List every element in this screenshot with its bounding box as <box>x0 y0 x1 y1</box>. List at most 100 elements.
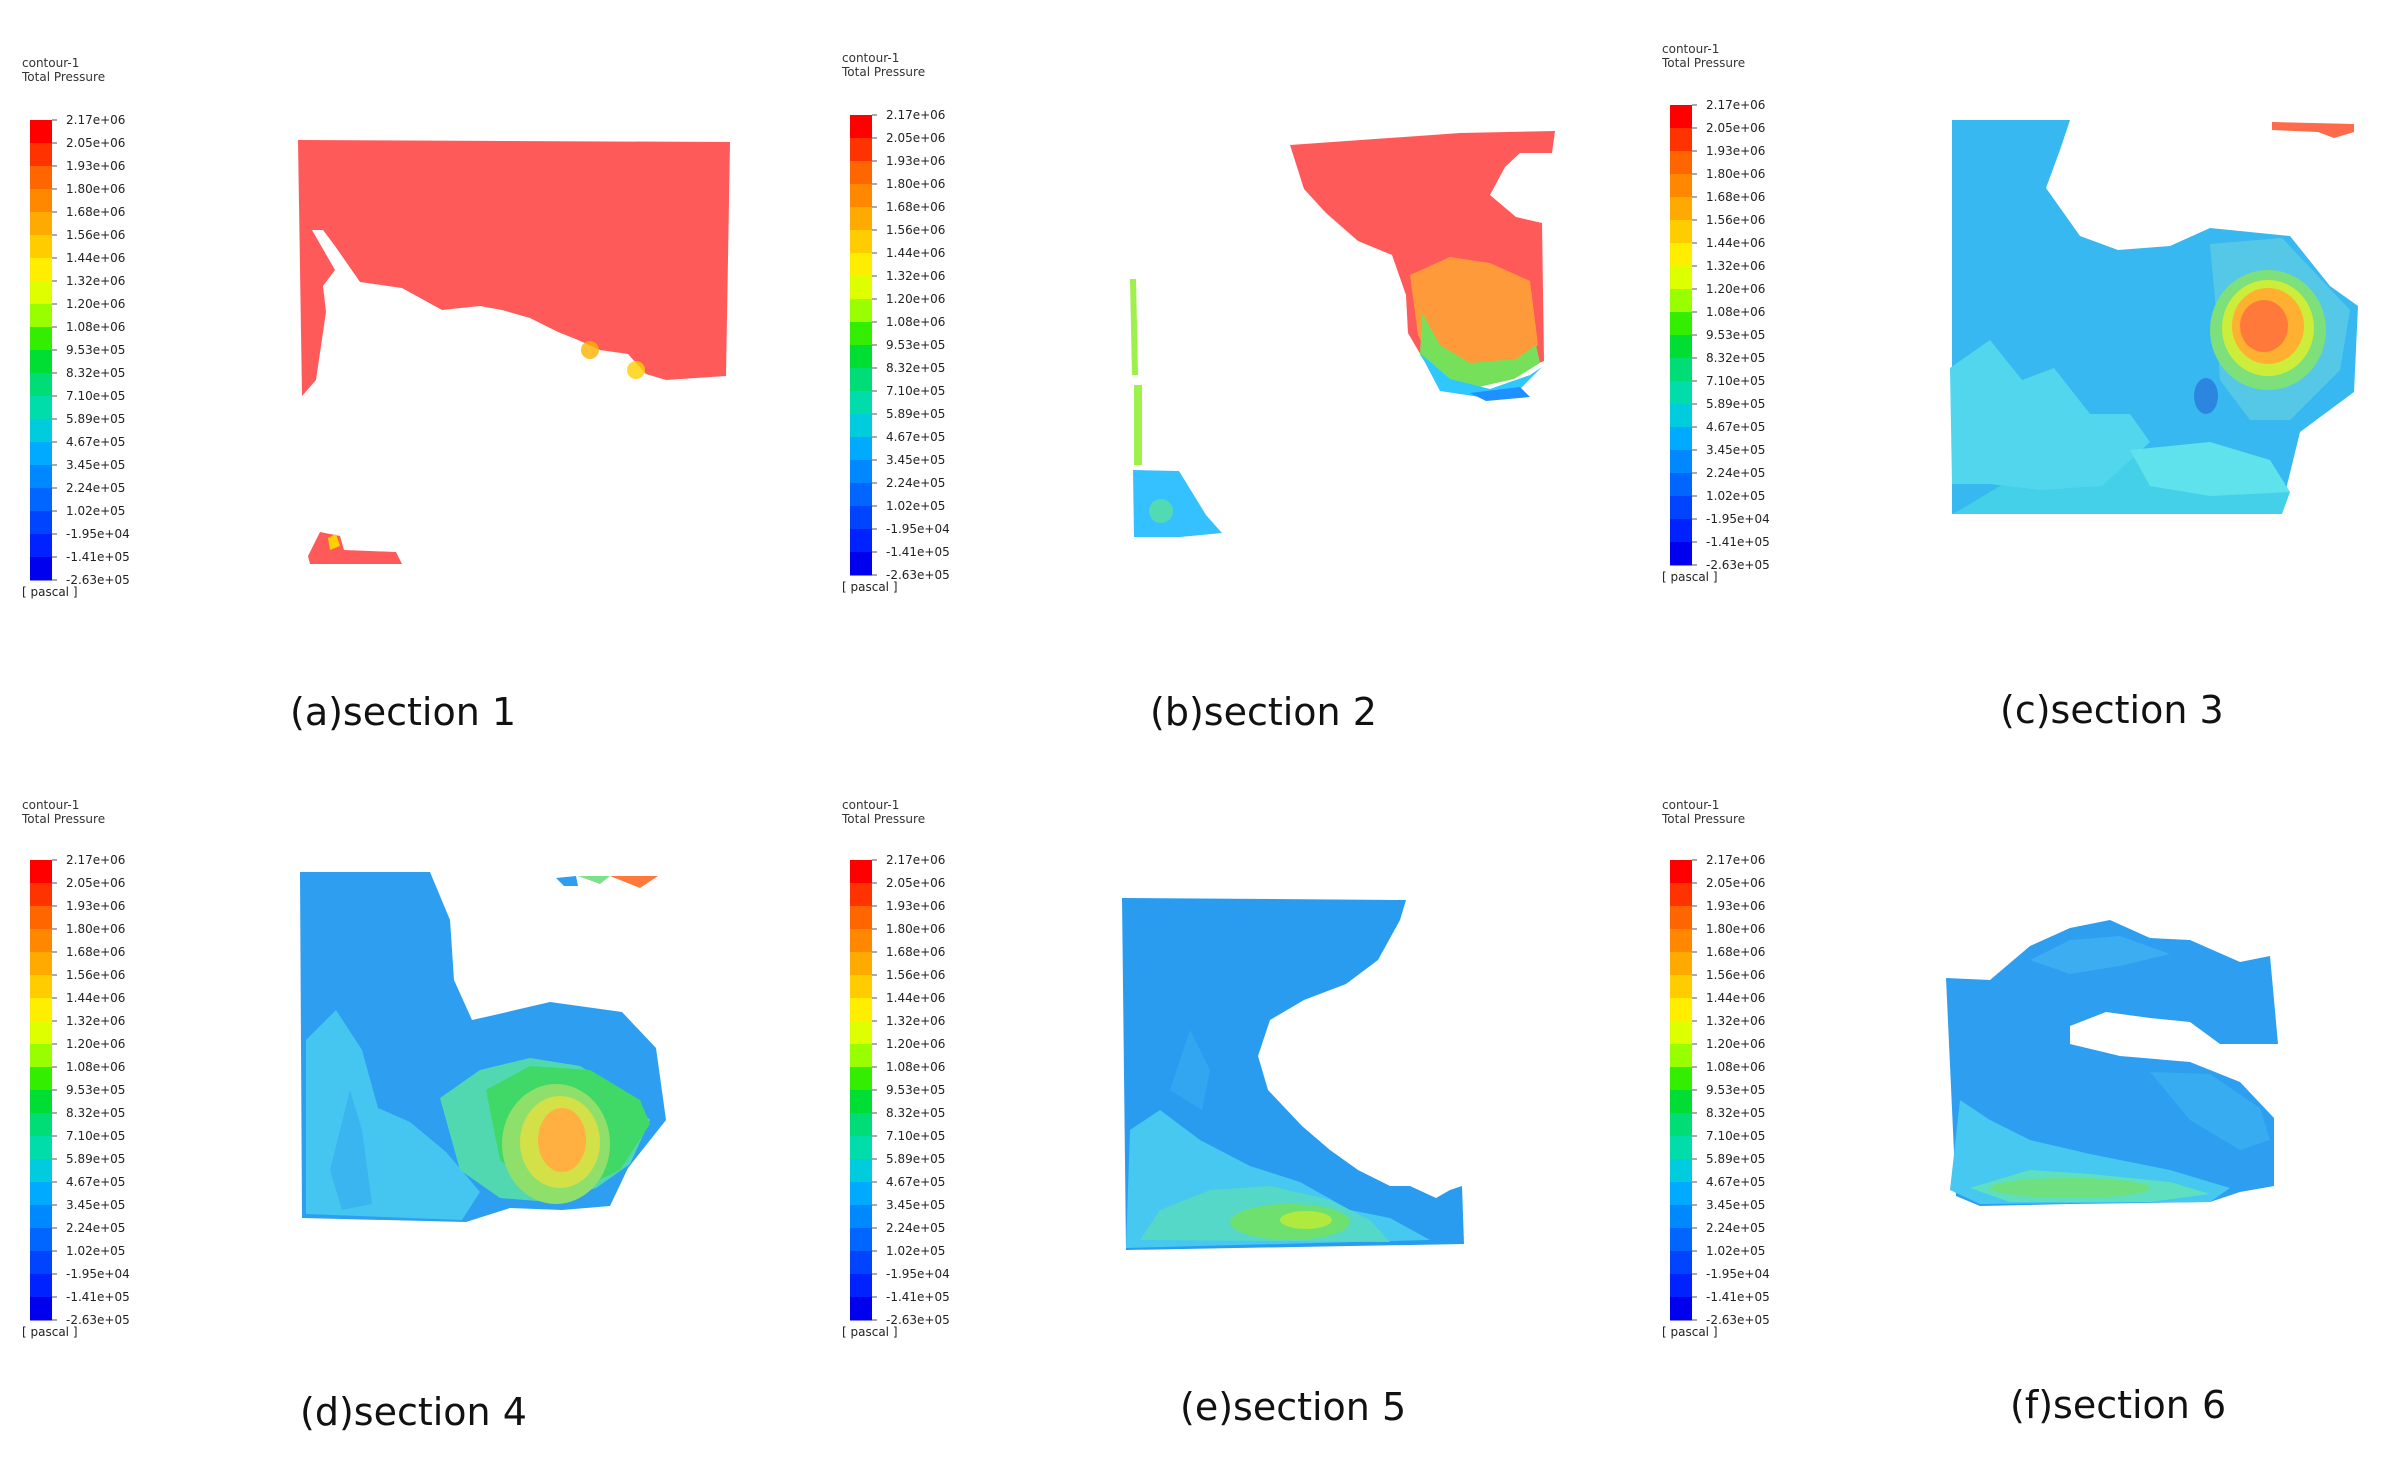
colorbar-tick-label: 2.24e+05 <box>66 481 125 495</box>
colorbar-tick-label: -1.41e+05 <box>66 550 130 564</box>
colorbar-tick-label: 2.24e+05 <box>886 476 945 490</box>
contour-title: contour-1 Total Pressure <box>1662 798 1745 826</box>
colorbar-tick-label: 1.02e+05 <box>886 499 945 513</box>
colorbar-tick-label: 2.05e+06 <box>886 876 945 890</box>
colorbar-tick-label: 9.53e+05 <box>886 338 945 352</box>
panel-section-1: contour-1 Total Pressure 2.17e+06 2.05e+0… <box>10 50 800 640</box>
colorbar: 2.17e+06 2.05e+06 1.93e+06 1.80e+06 1.68e+06… <box>1662 853 1770 1339</box>
colorbar-band <box>30 1044 52 1068</box>
colorbar-band <box>850 184 872 208</box>
caption-section-4: (d)section 4 <box>300 1390 527 1434</box>
colorbar-tick-label: 1.93e+06 <box>1706 144 1765 158</box>
colorbar-tick-label: 3.45e+05 <box>66 1198 125 1212</box>
colorbar-band <box>30 998 52 1022</box>
colorbar-band <box>850 552 872 576</box>
colorbar-tick-label: 2.24e+05 <box>1706 1221 1765 1235</box>
colorbar-band <box>850 952 872 976</box>
colorbar-band <box>30 1182 52 1206</box>
colorbar-band <box>850 860 872 884</box>
colorbar-tick-label: -1.41e+05 <box>1706 1290 1770 1304</box>
colorbar-band <box>30 883 52 907</box>
colorbar-band <box>1670 1159 1692 1183</box>
contour-field <box>300 872 666 1222</box>
colorbar-band <box>1670 243 1692 267</box>
colorbar-band <box>1670 883 1692 907</box>
colorbar-band <box>1670 151 1692 175</box>
colorbar-band <box>1670 1067 1692 1091</box>
colorbar-tick-label: 1.68e+06 <box>886 200 945 214</box>
colorbar-tick-label: 5.89e+05 <box>66 412 125 426</box>
colorbar-tick-label: -2.63e+05 <box>886 568 950 582</box>
colorbar-band <box>1670 450 1692 474</box>
colorbar-tick-label: -1.95e+04 <box>1706 1267 1770 1281</box>
colorbar-band <box>850 1274 872 1298</box>
colorbar-band <box>850 1044 872 1068</box>
colorbar-band <box>850 483 872 507</box>
colorbar-tick-label: 8.32e+05 <box>886 361 945 375</box>
section-2-plot: 2.17e+06 2.05e+06 1.93e+06 1.80e+06 1.68e+06… <box>842 108 1555 594</box>
caption-section-5: (e)section 5 <box>1180 1385 1407 1429</box>
colorbar-tick-label: 1.02e+05 <box>886 1244 945 1258</box>
colorbar-band <box>850 906 872 930</box>
colorbar-band <box>1670 427 1692 451</box>
contour-title: contour-1 Total Pressure <box>842 51 925 79</box>
colorbar-band <box>850 1251 872 1275</box>
colorbar-band <box>30 1021 52 1045</box>
colorbar-band <box>1670 519 1692 543</box>
colorbar-tick-label: 9.53e+05 <box>66 343 125 357</box>
colorbar-band <box>1670 952 1692 976</box>
colorbar-band <box>30 143 52 167</box>
colorbar-band <box>1670 1044 1692 1068</box>
colorbar-band <box>30 235 52 259</box>
colorbar-band <box>30 906 52 930</box>
colorbar-tick-label: 1.32e+06 <box>1706 1014 1765 1028</box>
colorbar-tick-label: 5.89e+05 <box>886 1152 945 1166</box>
colorbar-tick-label: 7.10e+05 <box>886 1129 945 1143</box>
colorbar-tick-label: -1.95e+04 <box>886 1267 950 1281</box>
colorbar-tick-label: 4.67e+05 <box>66 1175 125 1189</box>
colorbar-band <box>30 120 52 144</box>
colorbar-tick-label: 2.17e+06 <box>1706 853 1765 867</box>
colorbar-band <box>850 1159 872 1183</box>
colorbar-band <box>850 368 872 392</box>
colorbar-band <box>850 1067 872 1091</box>
colorbar-tick-label: 8.32e+05 <box>66 1106 125 1120</box>
colorbar-tick-label: 1.32e+06 <box>886 269 945 283</box>
panel-section-6: contour-1 Total Pressure 2.17e+06 2.05e+0… <box>1650 790 2390 1380</box>
colorbar-band <box>850 437 872 461</box>
colorbar-tick-label: 5.89e+05 <box>66 1152 125 1166</box>
colorbar-unit: [ pascal ] <box>842 1325 898 1339</box>
colorbar-band <box>850 529 872 553</box>
colorbar-tick-label: 9.53e+05 <box>1706 328 1765 342</box>
colorbar-band <box>850 253 872 277</box>
contour-field <box>1130 131 1555 537</box>
caption-section-3: (c)section 3 <box>2000 688 2224 732</box>
colorbar-tick-label: 2.17e+06 <box>66 853 125 867</box>
colorbar-band <box>1670 1090 1692 1114</box>
colorbar-tick-label: -1.41e+05 <box>886 1290 950 1304</box>
panel-section-4: contour-1 Total Pressure 2.17e+06 2.05e+0… <box>10 790 800 1380</box>
contour-name: contour-1 <box>842 798 900 812</box>
colorbar-tick-label: 1.44e+06 <box>66 251 125 265</box>
colorbar-tick-label: 1.20e+06 <box>886 292 945 306</box>
colorbar-tick-label: 3.45e+05 <box>66 458 125 472</box>
variable-name: Total Pressure <box>22 70 106 84</box>
colorbar-tick-label: 4.67e+05 <box>886 430 945 444</box>
variable-name: Total Pressure <box>842 65 926 79</box>
colorbar-band <box>850 975 872 999</box>
colorbar-tick-label: 1.32e+06 <box>1706 259 1765 273</box>
contour-title: contour-1 Total Pressure <box>22 56 105 84</box>
colorbar-tick-label: -1.95e+04 <box>66 1267 130 1281</box>
colorbar-band <box>850 161 872 185</box>
colorbar-band <box>30 975 52 999</box>
colorbar-band <box>1670 197 1692 221</box>
colorbar-tick-label: 8.32e+05 <box>1706 1106 1765 1120</box>
colorbar-tick-label: 1.32e+06 <box>886 1014 945 1028</box>
colorbar-band <box>30 557 52 581</box>
colorbar-band <box>850 1205 872 1229</box>
colorbar-tick-label: 1.02e+05 <box>1706 489 1765 503</box>
colorbar-tick-label: 7.10e+05 <box>886 384 945 398</box>
colorbar-tick-label: 3.45e+05 <box>886 1198 945 1212</box>
colorbar-band <box>1670 1136 1692 1160</box>
colorbar-band <box>850 506 872 530</box>
